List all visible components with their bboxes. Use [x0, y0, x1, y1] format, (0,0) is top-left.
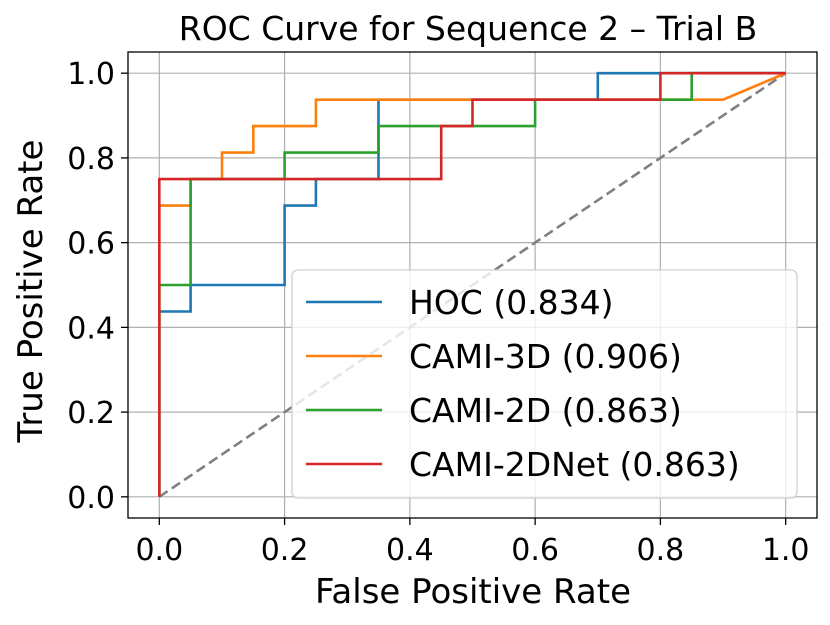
y-axis-label: True Positive Rate — [11, 140, 51, 444]
x-tick-label: 0.4 — [386, 533, 434, 568]
x-tick-label: 1.0 — [762, 533, 810, 568]
axis-ticks: 0.0 0.2 0.4 0.6 0.8 1.0 0.0 0.2 0.4 0.6 0.8 1.0 — [67, 57, 809, 568]
series-line-cami-2d — [158, 71, 786, 497]
legend-label: CAMI-3D (0.906) — [409, 337, 682, 376]
x-tick-label: 0.2 — [261, 533, 309, 568]
y-tick-label: 0.4 — [67, 311, 115, 346]
series-group — [158, 71, 787, 497]
y-tick-label: 1.0 — [67, 57, 115, 92]
legend-label: HOC (0.834) — [409, 283, 614, 322]
plot-frame — [127, 51, 818, 519]
legend-box — [291, 269, 798, 499]
series-line-cami-2dnet — [158, 71, 786, 497]
legend: HOC (0.834) CAMI-3D (0.906) CAMI-2D (0.863… — [291, 269, 798, 499]
x-tick-label: 0.0 — [135, 533, 183, 568]
y-tick-label: 0.0 — [67, 481, 115, 516]
y-tick-label: 0.6 — [67, 227, 115, 262]
x-tick-label: 0.8 — [637, 533, 685, 568]
x-tick-label: 0.6 — [511, 533, 559, 568]
y-tick-label: 0.8 — [67, 142, 115, 177]
legend-label: CAMI-2DNet (0.863) — [409, 445, 740, 484]
x-axis-label: False Positive Rate — [315, 572, 631, 612]
series-line-cami-3d — [158, 72, 787, 497]
legend-label: CAMI-2D (0.863) — [409, 391, 682, 430]
chart-title: ROC Curve for Sequence 2 – Trial B — [179, 9, 757, 48]
y-tick-label: 0.2 — [67, 396, 115, 431]
